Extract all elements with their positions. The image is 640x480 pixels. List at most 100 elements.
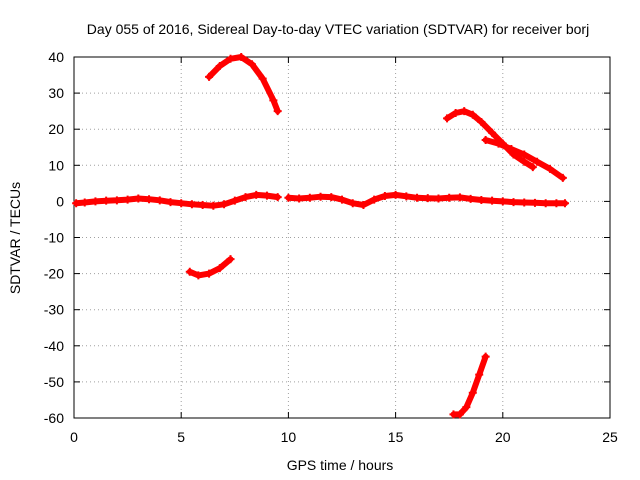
data-point [226, 255, 235, 264]
y-tick-label: -40 [44, 338, 64, 354]
data-point [269, 96, 278, 105]
data-point [237, 53, 246, 61]
series-arc-late-peak [444, 108, 536, 171]
data-point [198, 201, 207, 210]
data-point [273, 107, 282, 116]
data-point [134, 194, 143, 203]
y-tick-label: 30 [48, 85, 64, 101]
data-point [488, 196, 497, 205]
data-point [230, 196, 239, 205]
data-point [247, 60, 256, 69]
data-point [423, 194, 432, 203]
data-point [462, 403, 471, 412]
data-point [359, 201, 368, 210]
data-point [560, 199, 569, 208]
data-point [528, 163, 537, 172]
x-axis-label: GPS time / hours [287, 457, 394, 473]
y-tick-label: 10 [48, 157, 64, 173]
data-point [205, 72, 214, 81]
data-point [112, 196, 121, 205]
data-point [558, 173, 567, 182]
data-point [434, 194, 443, 203]
data-point [215, 264, 224, 273]
data-point [481, 352, 490, 361]
data-point [520, 198, 529, 207]
data-point [273, 193, 282, 202]
data-point [295, 194, 304, 203]
data-point [445, 193, 454, 202]
data-point [258, 74, 267, 83]
data-point [477, 195, 486, 204]
y-tick-label: -60 [44, 410, 64, 426]
data-point [520, 150, 529, 159]
data-point [327, 193, 336, 202]
x-tick-label: 20 [495, 429, 511, 445]
data-point [477, 117, 486, 126]
data-point [80, 198, 89, 207]
data-point [166, 198, 175, 207]
y-tick-label: 20 [48, 121, 64, 137]
data-point [72, 199, 81, 208]
y-tick-label: 0 [56, 193, 64, 209]
data-point [507, 145, 516, 154]
data-point [205, 269, 214, 278]
data-point [348, 199, 357, 208]
data-point [185, 267, 194, 276]
x-tick-label: 0 [70, 429, 78, 445]
x-tick-label: 5 [177, 429, 185, 445]
data-point [305, 193, 314, 202]
data-point [475, 370, 484, 379]
data-point [460, 107, 469, 116]
series-group [72, 53, 569, 419]
y-tick-label: -50 [44, 374, 64, 390]
data-point [155, 196, 164, 205]
y-axis-label: SDTVAR / TECUs [7, 182, 23, 294]
data-point [252, 190, 261, 199]
x-tick-label: 15 [388, 429, 404, 445]
data-point [194, 271, 203, 280]
chart-title: Day 055 of 2016, Sidereal Day-to-day VTE… [87, 21, 589, 37]
data-point [91, 197, 100, 206]
data-point [498, 197, 507, 206]
data-point [226, 54, 235, 63]
data-point [530, 198, 539, 207]
y-tick-label: -10 [44, 230, 64, 246]
x-tick-label: 10 [281, 429, 297, 445]
series-arc-rising-peak [206, 54, 281, 115]
data-point [413, 193, 422, 202]
data-point [443, 114, 452, 123]
data-point [316, 192, 325, 201]
data-point [545, 164, 554, 173]
data-point [284, 193, 293, 202]
y-tick-label: -20 [44, 266, 64, 282]
data-point [187, 200, 196, 209]
data-point [380, 191, 389, 200]
data-point [338, 195, 346, 204]
data-point [241, 193, 250, 202]
y-tick-label: -30 [44, 302, 64, 318]
data-point [468, 110, 477, 119]
data-point [533, 157, 542, 166]
data-point [177, 199, 186, 208]
data-point [220, 200, 229, 209]
data-point [455, 410, 464, 419]
data-point [520, 157, 529, 166]
axis-ticks [73, 56, 611, 419]
data-point [455, 193, 464, 202]
data-point [541, 199, 550, 208]
data-point [123, 195, 132, 204]
data-point [451, 108, 460, 117]
data-point [552, 199, 561, 208]
data-point [370, 195, 379, 204]
data-point [468, 388, 477, 397]
data-point [494, 139, 503, 148]
data-point [466, 194, 475, 203]
data-point [145, 195, 154, 204]
data-point [402, 192, 411, 201]
y-tick-label: 40 [48, 49, 64, 65]
grid [74, 57, 610, 418]
data-point [481, 136, 490, 145]
data-point [209, 201, 218, 210]
data-point [509, 198, 518, 207]
